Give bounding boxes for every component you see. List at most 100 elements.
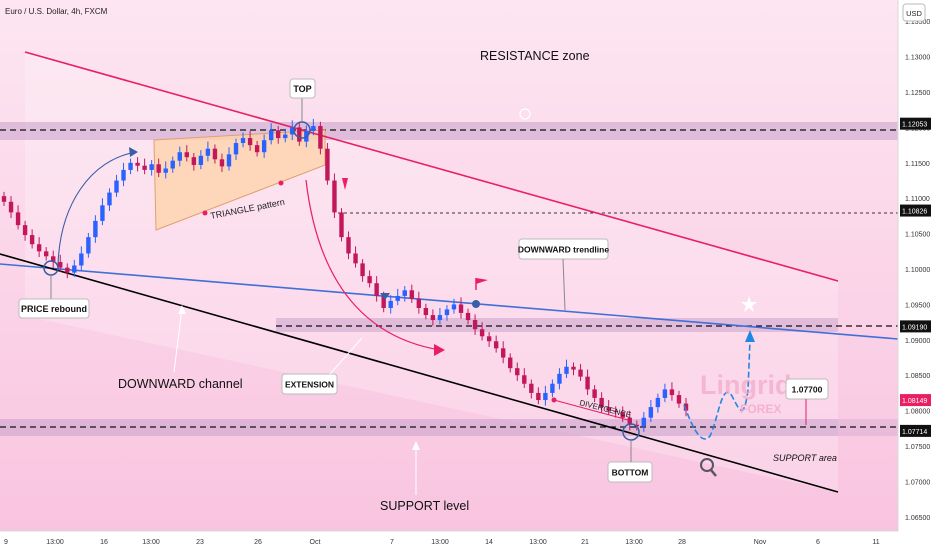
x-tick-label: 13:00 — [142, 539, 160, 546]
info-icon[interactable] — [519, 108, 531, 120]
x-tick-label: 9 — [4, 539, 8, 546]
price-level-badge — [900, 394, 931, 407]
candle — [557, 368, 562, 390]
candle — [367, 270, 372, 288]
candle — [536, 387, 541, 405]
candle — [444, 305, 450, 321]
candle — [486, 332, 492, 347]
candle — [36, 237, 42, 258]
y-tick-label: 1.09000 — [905, 338, 930, 345]
x-tick-label: 13:00 — [529, 539, 547, 546]
candle — [318, 121, 323, 155]
candle — [585, 369, 590, 396]
candle — [437, 307, 443, 325]
divergence-line — [553, 399, 629, 421]
magnifier-icon[interactable] — [700, 458, 714, 472]
candle — [290, 120, 295, 141]
candle — [339, 208, 344, 242]
price-level-badge — [900, 117, 931, 130]
candle — [529, 379, 534, 399]
y-tick-label: 1.08500 — [905, 373, 930, 380]
channel-top-line[interactable] — [24, 51, 839, 282]
watermark-sub: FOREX — [740, 402, 781, 416]
magnifier-icon-handle — [710, 469, 717, 477]
candle — [472, 314, 478, 335]
x-axis-ticks: 9 13:00 16 13:00 23 26 Oct 7 13:00 14 13:00 21 13:00… — [4, 539, 880, 546]
white-arrows — [173, 305, 420, 495]
candle — [163, 161, 168, 179]
pivot-arrow-marker — [380, 293, 390, 300]
candle — [65, 263, 70, 279]
price-level-label: 1.08149 — [902, 398, 927, 405]
candle — [325, 143, 330, 185]
candle — [332, 173, 337, 219]
candles-group — [1, 118, 689, 432]
down-arrow-marker — [342, 178, 348, 190]
currency-badge[interactable] — [902, 3, 926, 22]
mid-zone-band — [276, 318, 838, 332]
candle — [191, 152, 197, 171]
support-level-label: SUPPORT level — [380, 499, 469, 513]
candle — [416, 291, 422, 314]
candle — [500, 341, 506, 364]
target-label: 1.07700 — [792, 385, 823, 395]
candle — [620, 406, 625, 422]
candle — [360, 259, 365, 282]
trendline-callout-stem — [562, 258, 566, 311]
candle — [353, 246, 358, 268]
pivot-dot — [472, 300, 480, 308]
candle — [184, 145, 190, 162]
candle — [1, 191, 7, 207]
extension-callout-box — [281, 373, 338, 395]
x-tick-label: 21 — [581, 539, 589, 546]
price-level-label: 1.10826 — [902, 209, 927, 216]
candle — [599, 392, 604, 413]
candle — [409, 284, 414, 304]
candle — [641, 412, 647, 432]
candle — [29, 229, 35, 249]
price-level-badge — [900, 320, 931, 333]
support-zone-band-ext — [838, 419, 898, 436]
candle — [86, 232, 91, 258]
price-level-badge — [900, 204, 931, 217]
candle — [479, 322, 485, 341]
triangle-pattern-shape[interactable] — [153, 129, 326, 231]
star-icon — [741, 296, 757, 312]
candle — [297, 123, 302, 146]
time-axis-panel[interactable] — [0, 531, 898, 550]
price-level-label: 1.12053 — [902, 122, 927, 129]
target-callout-box — [785, 378, 829, 400]
candle — [177, 146, 182, 167]
watermark-main: Lingrid — [700, 370, 791, 400]
candle — [247, 130, 253, 151]
price-level-label: 1.09190 — [902, 324, 927, 331]
candle — [100, 198, 105, 226]
plot-background — [0, 0, 898, 531]
resistance-zone-band — [0, 122, 898, 140]
candle — [107, 188, 112, 211]
candle — [311, 118, 316, 136]
candle — [515, 362, 520, 381]
rebound-marker[interactable] — [43, 260, 59, 276]
candle — [606, 400, 611, 415]
candle — [219, 153, 225, 173]
candle — [8, 196, 14, 219]
candle — [142, 158, 147, 175]
y-tick-label: 1.11500 — [905, 161, 930, 168]
candle — [508, 353, 513, 373]
y-axis-ticks: 1.135001.130001.125001.120001.115001.110… — [905, 19, 930, 522]
candle — [283, 128, 288, 143]
price-level-label: 1.07714 — [902, 429, 927, 436]
candle — [458, 297, 464, 319]
downward-trendline[interactable] — [0, 263, 899, 340]
x-tick-label: Nov — [754, 539, 767, 546]
x-tick-label: Oct — [310, 539, 321, 546]
price-axis-panel[interactable] — [898, 0, 932, 550]
channel-bottom-line[interactable] — [0, 253, 839, 493]
x-tick-label: 26 — [254, 539, 262, 546]
support-area-label: SUPPORT area — [773, 453, 837, 463]
candle — [170, 156, 175, 173]
triangle-dot-low — [202, 210, 208, 216]
extension-arrow — [305, 179, 441, 351]
